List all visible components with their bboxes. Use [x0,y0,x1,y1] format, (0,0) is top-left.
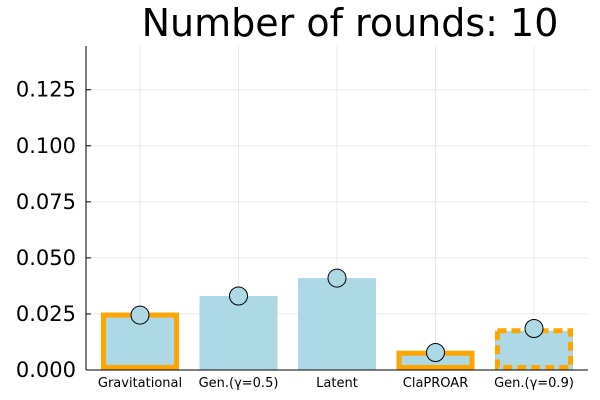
x-tick-label: Gen.(γ=0.9) [494,376,574,391]
markers [130,268,544,363]
y-tick-label: 0.025 [16,302,76,326]
marker-point [229,286,248,306]
bars [101,278,573,370]
marker-point [524,319,544,339]
marker-point [426,343,445,363]
x-tick-label: ClaPROAR [403,376,468,391]
x-tick-label: Latent [316,376,358,391]
y-tick-label: 0.000 [16,358,76,382]
x-tick-label: Gen.(γ=0.5) [199,376,279,391]
bar [298,278,376,370]
axes [85,46,588,371]
y-tick-label: 0.075 [16,190,76,214]
marker-point [327,268,347,288]
y-tick-label: 0.100 [16,134,76,158]
x-tick-labels: Gravitational Gen.(γ=0.5) Latent ClaPROAR Ge… [98,376,574,391]
y-tick-labels: 0.000 0.025 0.050 0.075 0.100 0.125 [16,78,76,382]
marker-point [130,305,150,325]
x-tick-label: Gravitational [98,376,182,391]
y-tick-label: 0.050 [16,246,76,270]
chart-title: Number of rounds: 10 [142,1,559,45]
y-tick-label: 0.125 [16,78,76,102]
bar [199,296,278,370]
